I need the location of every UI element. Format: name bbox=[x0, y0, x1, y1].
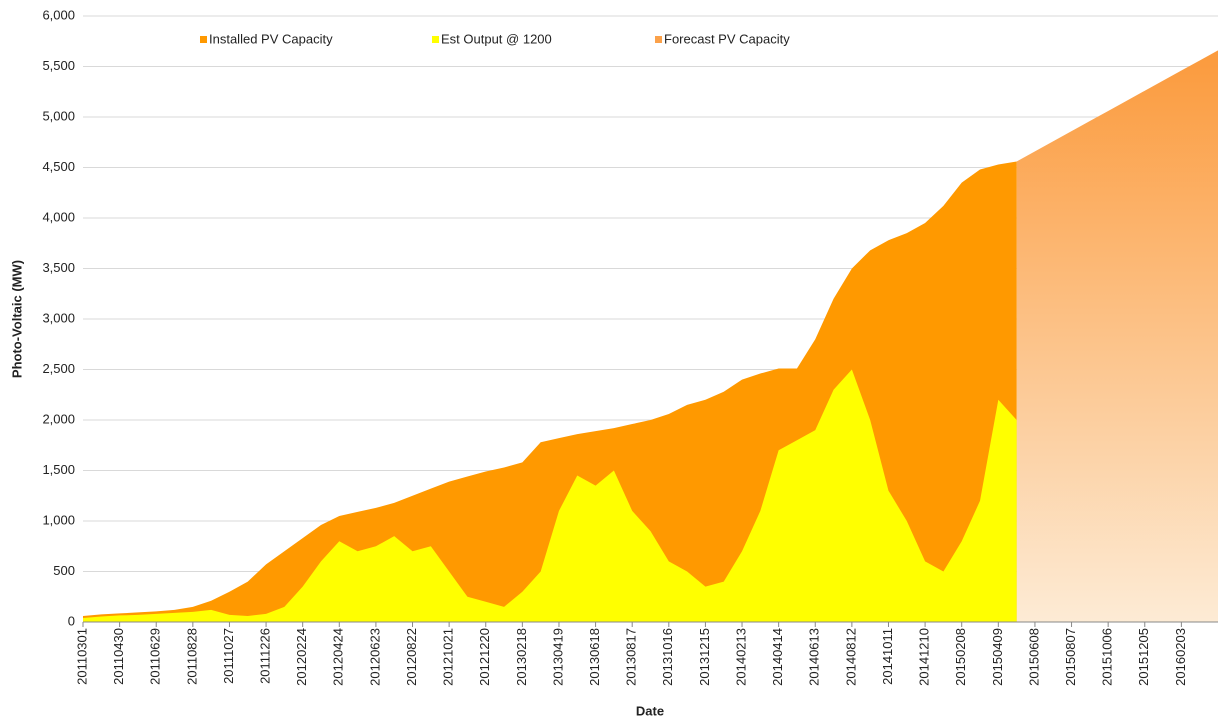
y-tick-label: 1,500 bbox=[42, 462, 75, 477]
legend-swatch bbox=[655, 36, 662, 43]
y-axis-title: Photo-Voltaic (MW) bbox=[9, 260, 24, 378]
x-tick-label: 20130817 bbox=[624, 628, 639, 686]
legend-swatch bbox=[200, 36, 207, 43]
y-tick-label: 3,500 bbox=[42, 260, 75, 275]
x-tick-label: 20131016 bbox=[660, 628, 675, 686]
x-tick-label: 20110301 bbox=[74, 628, 89, 685]
y-tick-label: 4,000 bbox=[42, 209, 75, 224]
x-axis-title: Date bbox=[636, 703, 664, 718]
y-tick-label: 1,000 bbox=[42, 512, 75, 527]
x-tick-label: 20121220 bbox=[477, 628, 492, 686]
legend-label: Installed PV Capacity bbox=[209, 31, 333, 46]
x-tick-label: 20150807 bbox=[1063, 628, 1078, 686]
y-tick-label: 4,500 bbox=[42, 159, 75, 174]
x-tick-label: 20150409 bbox=[990, 628, 1005, 686]
legend-label: Forecast PV Capacity bbox=[664, 31, 790, 46]
x-tick-label: 20150608 bbox=[1026, 628, 1041, 686]
x-tick-label: 20111226 bbox=[258, 628, 273, 684]
x-tick-label: 20130618 bbox=[587, 628, 602, 686]
x-tick-label: 20140812 bbox=[843, 628, 858, 686]
x-tick-label: 20151205 bbox=[1136, 628, 1151, 686]
y-tick-label: 500 bbox=[53, 563, 75, 578]
x-tick-label: 20120424 bbox=[331, 628, 346, 686]
x-tick-label: 20151006 bbox=[1100, 628, 1115, 686]
area bbox=[83, 369, 1017, 622]
y-tick-label: 5,500 bbox=[42, 58, 75, 73]
x-tick-label: 20141210 bbox=[917, 628, 932, 686]
x-tick-label: 20120822 bbox=[404, 628, 419, 686]
area bbox=[1016, 50, 1218, 622]
y-tick-label: 0 bbox=[68, 613, 75, 628]
y-tick-label: 5,000 bbox=[42, 108, 75, 123]
y-tick-label: 3,000 bbox=[42, 310, 75, 325]
x-tick-label: 20140414 bbox=[770, 628, 785, 686]
x-tick-label: 20140613 bbox=[807, 628, 822, 686]
x-tick-label: 20120224 bbox=[294, 628, 309, 686]
x-tick-label: 20130419 bbox=[550, 628, 565, 686]
y-tick-label: 2,000 bbox=[42, 411, 75, 426]
x-tick-label: 20110430 bbox=[111, 628, 126, 685]
x-tick-label: 20130218 bbox=[514, 628, 529, 686]
legend-swatch bbox=[432, 36, 439, 43]
x-tick-label: 20121021 bbox=[441, 628, 456, 686]
x-tick-label: 20110828 bbox=[184, 628, 199, 685]
x-tick-label: 20141011 bbox=[880, 628, 895, 685]
x-tick-label: 20160203 bbox=[1173, 628, 1188, 686]
x-tick-label: 20150208 bbox=[953, 628, 968, 686]
x-tick-label: 20110629 bbox=[148, 628, 163, 685]
x-tick-label: 20131215 bbox=[697, 628, 712, 686]
legend-label: Est Output @ 1200 bbox=[441, 31, 552, 46]
x-tick-label: 20120623 bbox=[367, 628, 382, 686]
y-tick-label: 2,500 bbox=[42, 361, 75, 376]
x-tick-label: 20111027 bbox=[221, 628, 236, 684]
y-tick-label: 6,000 bbox=[42, 7, 75, 22]
x-tick-label: 20140213 bbox=[733, 628, 748, 686]
